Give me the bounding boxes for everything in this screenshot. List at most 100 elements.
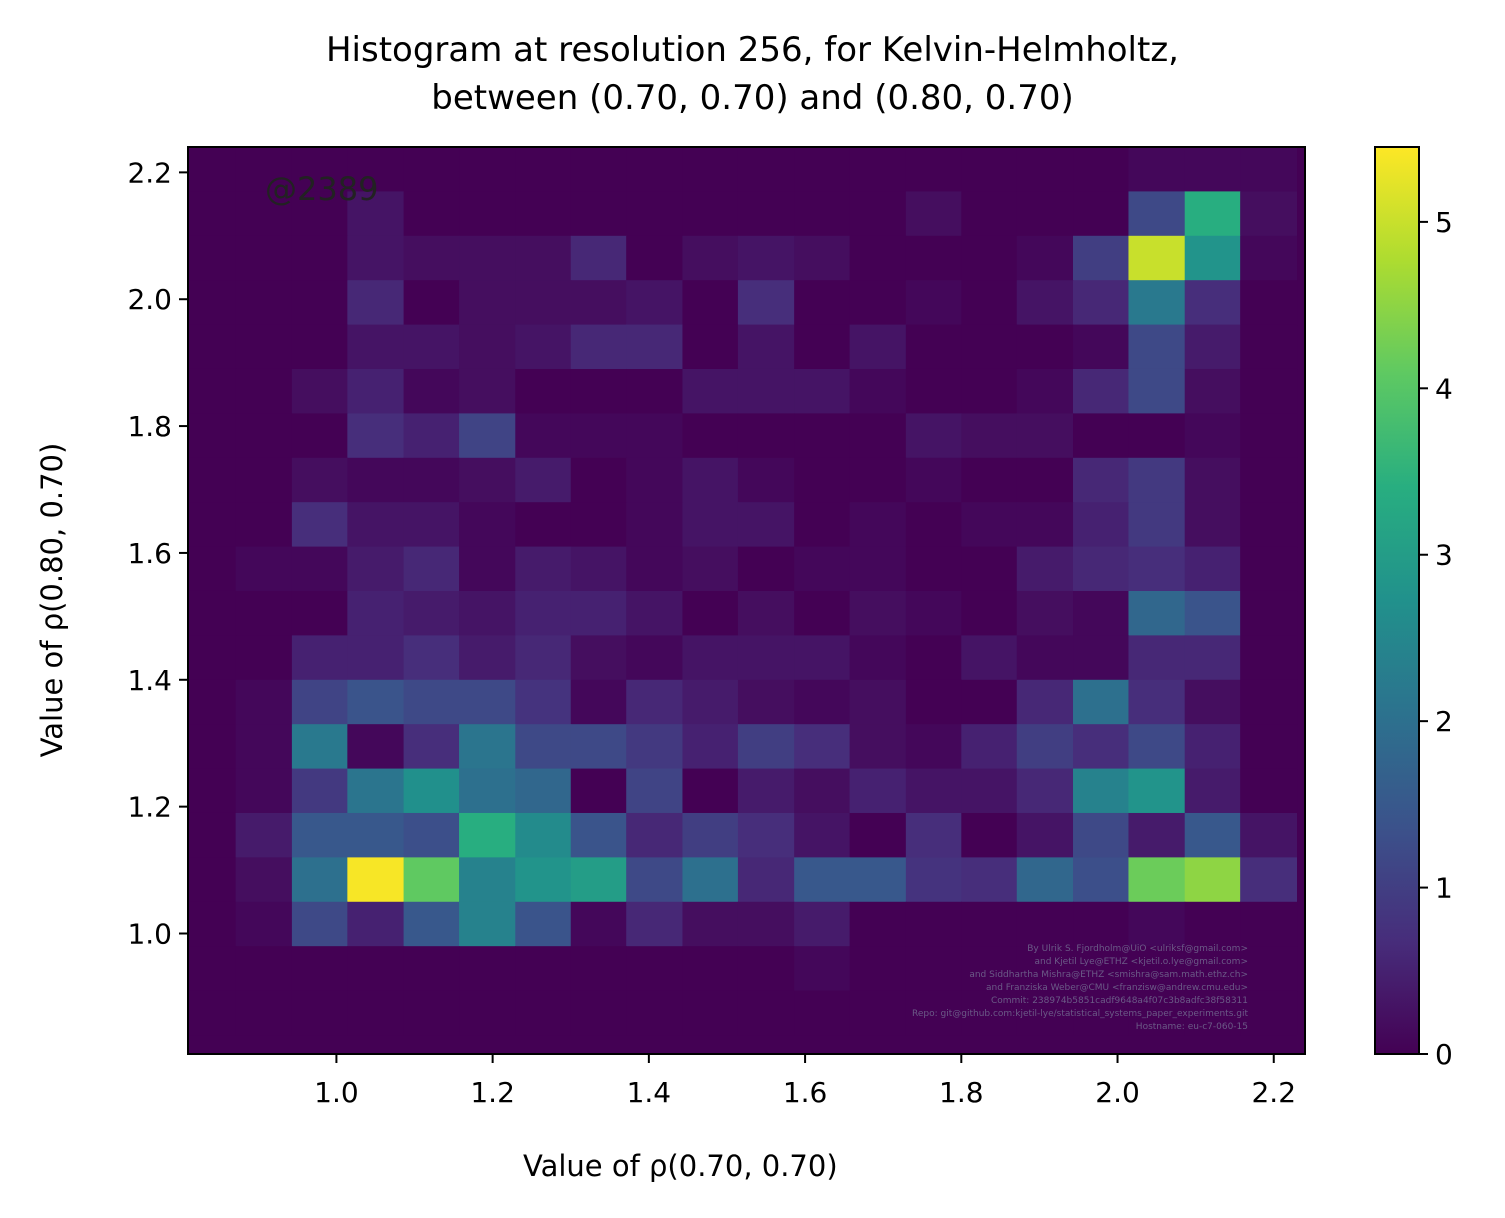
heatmap-cell [570, 368, 627, 414]
heatmap-cell [515, 324, 572, 370]
heatmap-cell [1073, 724, 1130, 770]
heatmap-cell [1240, 812, 1298, 858]
heatmap-cell [682, 280, 739, 326]
heatmap-cell [737, 679, 795, 725]
heatmap-cell [459, 812, 516, 858]
heatmap-cell [291, 768, 348, 814]
heatmap-cell [737, 901, 795, 947]
colorbar-frame [1374, 146, 1420, 1055]
heatmap-cell [235, 413, 293, 459]
heatmap-cell [291, 812, 348, 858]
heatmap-cell [570, 457, 627, 503]
heatmap-cell [1240, 280, 1298, 326]
heatmap-cell [347, 857, 405, 903]
heatmap-cell [188, 590, 237, 636]
heatmap-cell [347, 191, 405, 237]
heatmap-cell [188, 901, 237, 947]
heatmap-cell [682, 147, 739, 192]
x-tick-label: 1.4 [627, 1076, 672, 1109]
heatmap-cell [961, 679, 1018, 725]
heatmap-cell [849, 502, 907, 548]
heatmap-cell [737, 946, 795, 992]
heatmap-cell [347, 946, 405, 992]
heatmap-cell [794, 990, 851, 1036]
x-tick-label: 2.0 [1095, 1076, 1140, 1109]
heatmap-cell [235, 768, 293, 814]
heatmap-cell [188, 368, 237, 414]
heatmap-cell [849, 147, 907, 192]
heatmap-cell [737, 502, 795, 548]
heatmap-cell [1128, 457, 1186, 503]
heatmap-cell [794, 324, 851, 370]
heatmap-cell [1128, 546, 1186, 592]
heatmap-cell [188, 812, 237, 858]
heatmap-cell [570, 546, 627, 592]
heatmap-cell [403, 147, 460, 192]
heatmap-cell [1016, 590, 1074, 636]
heatmap-cell [570, 413, 627, 459]
colorbar-tick-label: 1 [1435, 872, 1453, 905]
heatmap-cell [626, 635, 684, 681]
heatmap-cell [905, 280, 962, 326]
heatmap-cell [291, 990, 348, 1036]
y-tick-label: 1.4 [127, 664, 172, 697]
credit-line: and Siddhartha Mishra@ETHZ <smishra@sam.… [969, 970, 1248, 980]
heatmap-cell [188, 413, 237, 459]
heatmap-cell [1073, 368, 1130, 414]
heatmap-cell [459, 368, 516, 414]
colorbar-tick-label: 2 [1435, 705, 1453, 738]
heatmap-cell [1016, 280, 1074, 326]
heatmap-cell [1184, 768, 1241, 814]
heatmap-cell [1128, 901, 1186, 947]
heatmap-cell [403, 768, 460, 814]
credit-line: Commit: 238974b5851cadf9648a4f07c3b8adfc… [991, 996, 1248, 1006]
heatmap-cell [737, 812, 795, 858]
heatmap-cell [737, 324, 795, 370]
heatmap-cell [1016, 635, 1074, 681]
heatmap-cell [403, 191, 460, 237]
heatmap-cell [403, 280, 460, 326]
heatmap-cell [682, 812, 739, 858]
y-tick-label: 1.6 [127, 537, 172, 570]
heatmap-cell [515, 368, 572, 414]
heatmap-cell [515, 679, 572, 725]
heatmap-cell [849, 901, 907, 947]
heatmap-cell [905, 812, 962, 858]
heatmap-cell [291, 324, 348, 370]
heatmap-cell [1240, 324, 1298, 370]
heatmap-cell [961, 413, 1018, 459]
heatmap-cell [188, 457, 237, 503]
heatmap-cell [1016, 324, 1074, 370]
heatmap-cell [1240, 191, 1298, 237]
heatmap-cell [961, 546, 1018, 592]
heatmap-cell [905, 590, 962, 636]
heatmap-cell [347, 590, 405, 636]
chart-title-line-1: Histogram at resolution 256, for Kelvin-… [325, 30, 1179, 70]
heatmap-cell [1128, 857, 1186, 903]
heatmap-cell [403, 457, 460, 503]
heatmap-cell [570, 191, 627, 237]
heatmap-cell [626, 191, 684, 237]
heatmap-cell [1016, 901, 1074, 947]
heatmap-cell [403, 635, 460, 681]
heatmap-cell [347, 546, 405, 592]
heatmap-cell [1016, 546, 1074, 592]
heatmap-cell [459, 235, 516, 281]
heatmap-cell [459, 990, 516, 1036]
heatmap-cell [515, 724, 572, 770]
heatmap-cell [515, 147, 572, 192]
heatmap-cell [1240, 724, 1298, 770]
heatmap-cell [626, 502, 684, 548]
heatmap-cell [1073, 679, 1130, 725]
heatmap-cell [570, 990, 627, 1036]
heatmap-cell [961, 368, 1018, 414]
heatmap-cell [291, 413, 348, 459]
heatmap-cell [403, 546, 460, 592]
heatmap-cell [188, 946, 237, 992]
heatmap-cell [235, 457, 293, 503]
heatmap-cell [1128, 635, 1186, 681]
heatmap-cell [905, 413, 962, 459]
heatmap-cell [961, 946, 1018, 992]
heatmap-cell [737, 768, 795, 814]
heatmap-cell [291, 147, 348, 192]
